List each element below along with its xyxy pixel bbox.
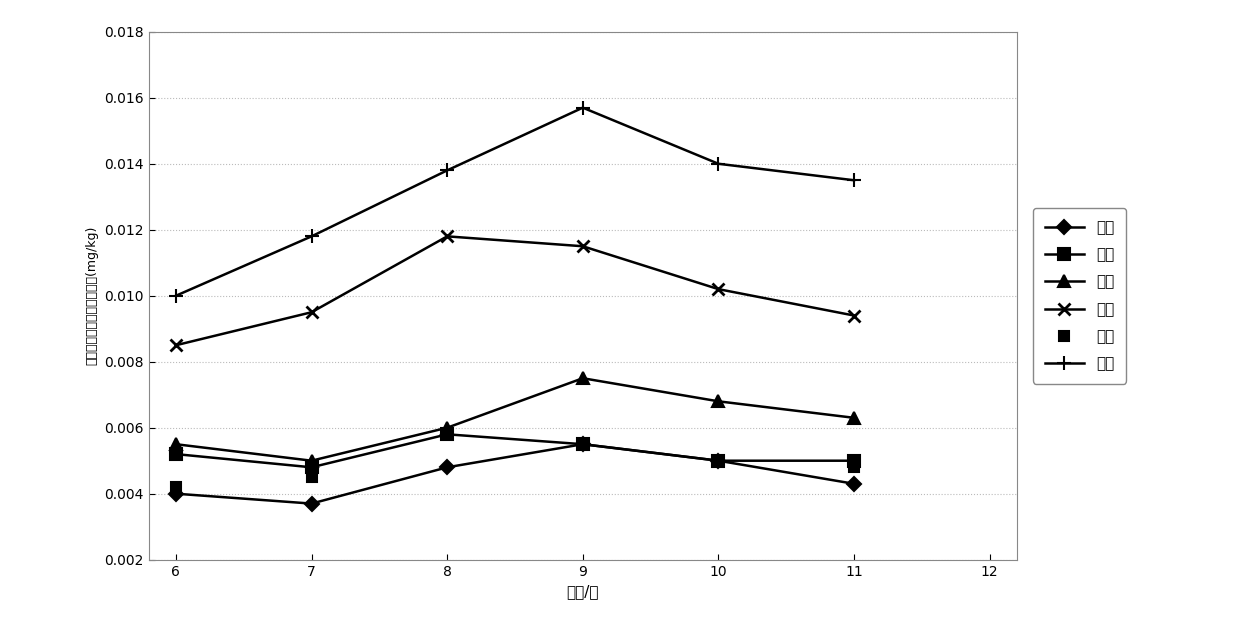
- X-axis label: 时间/月: 时间/月: [567, 584, 599, 599]
- Legend: 冰草, 芦荇, 杨树, 柳树, 槐树, 混种: 冰草, 芦荇, 杨树, 柳树, 槐树, 混种: [1033, 208, 1126, 384]
- Y-axis label: 芯胺类每个月后含量降低値(mg/kg): 芯胺类每个月后含量降低値(mg/kg): [86, 226, 99, 366]
